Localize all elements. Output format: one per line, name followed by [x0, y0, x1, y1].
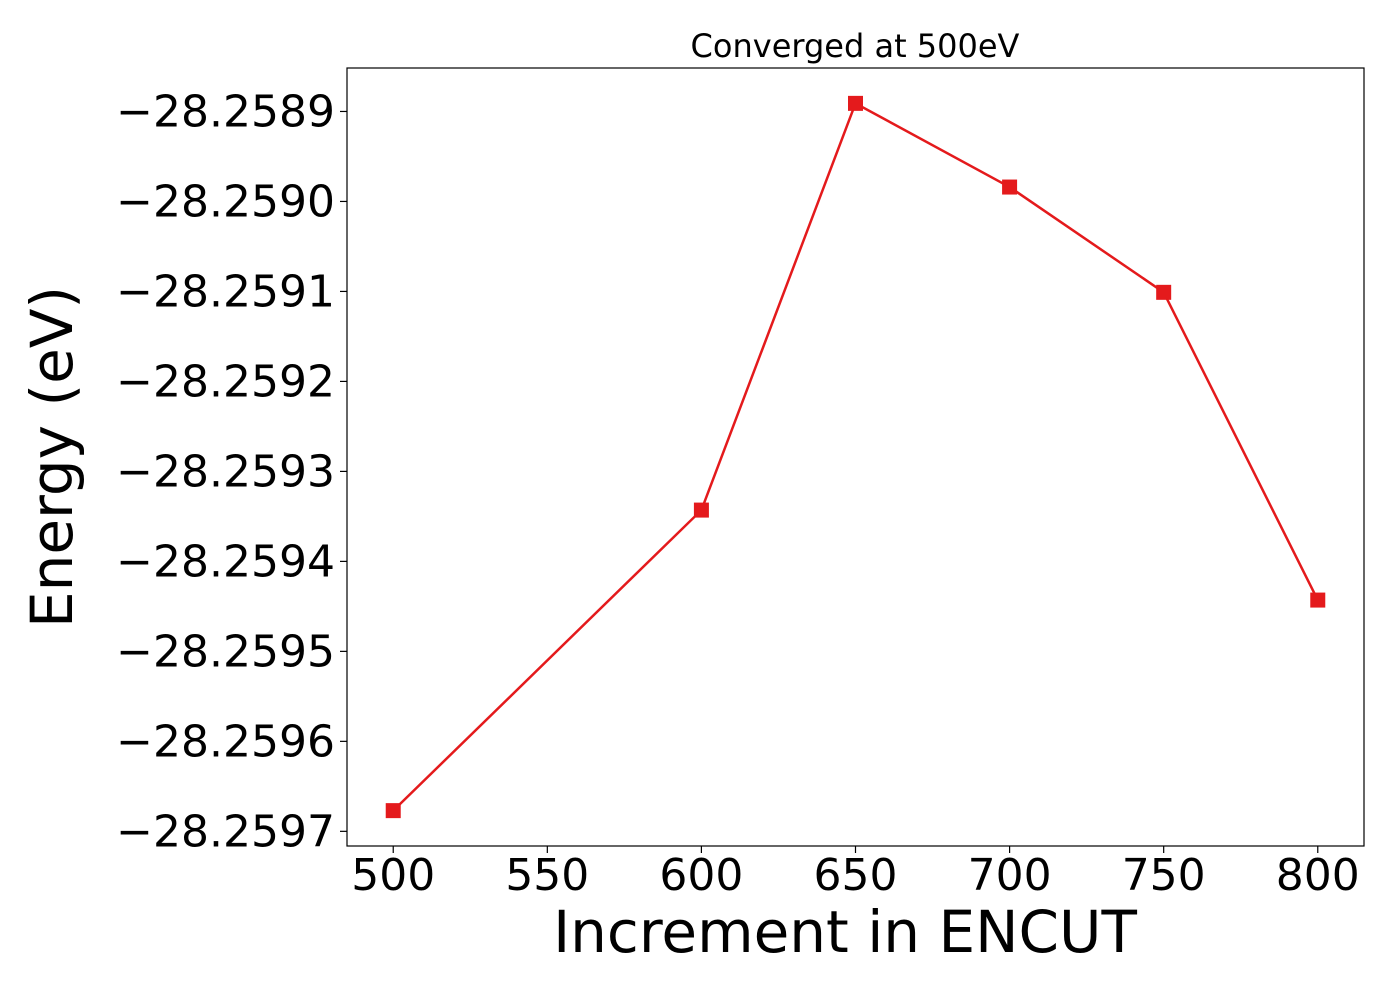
- x-tick-label: 600: [659, 850, 743, 901]
- y-tick-label: −28.2596: [116, 716, 335, 767]
- data-marker: [693, 502, 709, 518]
- y-tick-label: −28.2590: [116, 176, 335, 227]
- x-tick-label: 500: [351, 850, 435, 901]
- y-tick-label: −28.2597: [116, 806, 335, 857]
- y-tick-label: −28.2592: [116, 356, 335, 407]
- data-marker: [385, 803, 401, 819]
- data-marker: [1310, 592, 1326, 608]
- data-marker: [1002, 179, 1018, 195]
- x-tick-label: 700: [968, 850, 1052, 901]
- data-line: [392, 101, 1319, 812]
- x-tick-label: 750: [1122, 850, 1206, 901]
- data-marker: [848, 95, 863, 111]
- plot-frame: [346, 67, 1365, 847]
- y-tick-label: −28.2595: [116, 626, 335, 677]
- x-tick-label: 650: [814, 850, 898, 901]
- y-tick-label: −28.2591: [116, 266, 335, 317]
- y-tick-label: −28.2593: [116, 446, 335, 497]
- x-axis-label: Increment in ENCUT: [553, 898, 1137, 966]
- y-tick-label: −28.2594: [116, 536, 335, 587]
- x-tick-label: 550: [505, 850, 589, 901]
- data-marker: [1156, 284, 1172, 300]
- chart-title: Converged at 500eV: [691, 27, 1020, 65]
- y-tick-label: −28.2589: [116, 86, 335, 137]
- y-axis-label: Energy (eV): [18, 286, 86, 628]
- x-tick-label: 800: [1276, 850, 1360, 901]
